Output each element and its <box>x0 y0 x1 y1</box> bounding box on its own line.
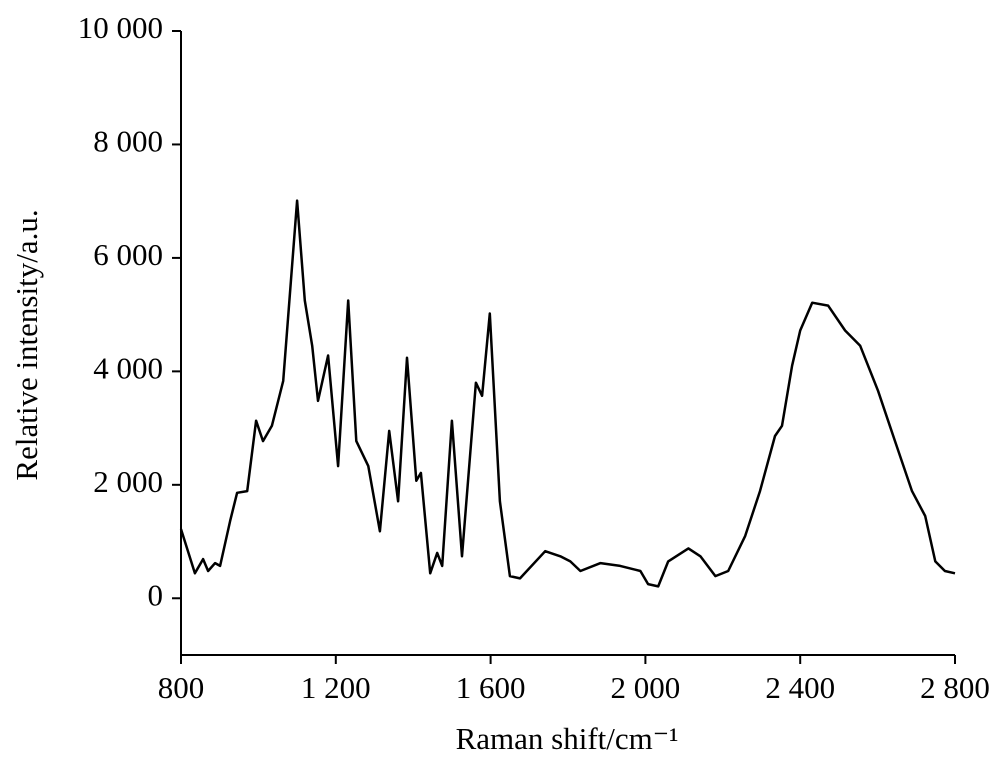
x-tick-label: 1 200 <box>301 670 371 705</box>
x-tick-label: 2 800 <box>920 670 990 705</box>
y-tick-label: 10 000 <box>78 10 163 45</box>
x-tick-label: 2 400 <box>765 670 835 705</box>
y-axis-label: Relative intensity/a.u. <box>9 209 44 480</box>
x-axis-label: Raman shift/cm⁻¹ <box>456 721 679 756</box>
line-series <box>179 199 956 588</box>
y-tick-label: 2 000 <box>93 464 163 499</box>
y-tick-label: 4 000 <box>93 350 163 385</box>
y-tick-label: 6 000 <box>93 237 163 272</box>
y-tick-label: 0 <box>148 577 164 612</box>
x-tick-label: 1 600 <box>456 670 526 705</box>
x-tick-label: 2 000 <box>611 670 681 705</box>
y-tick-label: 8 000 <box>93 124 163 159</box>
x-tick-label: 800 <box>158 670 205 705</box>
